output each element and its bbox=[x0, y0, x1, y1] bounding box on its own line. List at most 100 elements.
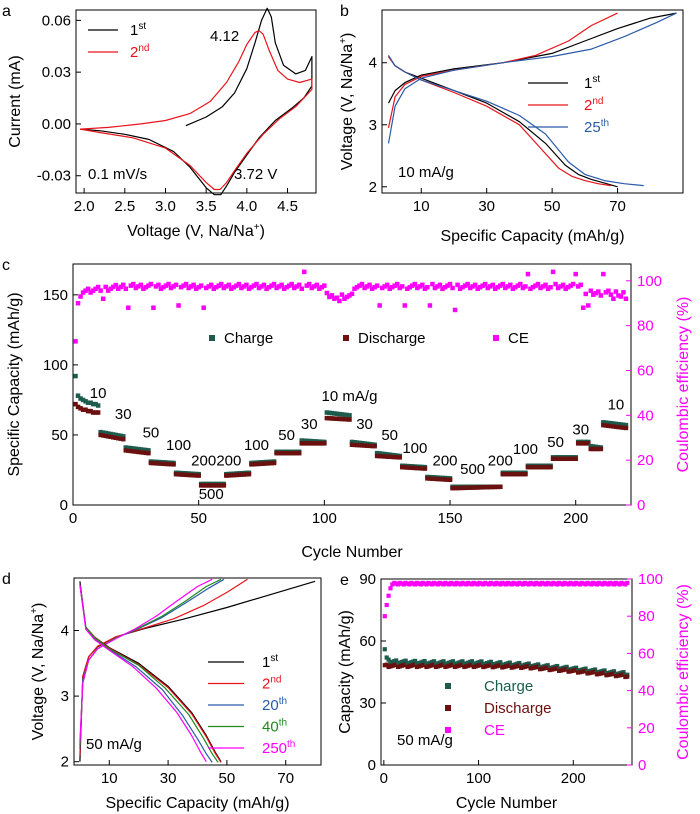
ce-marker bbox=[392, 283, 397, 288]
ce-marker bbox=[201, 305, 206, 310]
ce-marker bbox=[482, 281, 488, 287]
ce-marker bbox=[450, 285, 455, 291]
y-tick-label: 0.03 bbox=[42, 64, 71, 81]
x-tick-label: 50 bbox=[219, 770, 236, 787]
ce-marker bbox=[593, 290, 599, 296]
ce-marker bbox=[538, 285, 543, 291]
right-y-tick-label: 80 bbox=[638, 608, 655, 625]
discharge-marker bbox=[543, 464, 548, 470]
ce-marker bbox=[334, 295, 340, 300]
ce-marker bbox=[487, 284, 493, 289]
series-line bbox=[387, 12, 677, 104]
ce-marker bbox=[251, 283, 257, 288]
ce-marker bbox=[558, 284, 563, 289]
discharge-marker bbox=[176, 472, 181, 477]
discharge-marker bbox=[128, 448, 134, 454]
discharge-marker bbox=[193, 473, 199, 478]
x-axis-label: Specific Capacity (mAh/g) bbox=[440, 228, 624, 245]
ce-marker bbox=[148, 281, 154, 287]
ce-marker bbox=[309, 285, 315, 291]
charge-marker bbox=[75, 393, 81, 398]
x-tick-label: 3.0 bbox=[155, 198, 176, 215]
discharge-marker bbox=[203, 483, 209, 488]
discharge-marker bbox=[276, 450, 282, 456]
discharge-marker bbox=[528, 464, 533, 470]
discharge-marker bbox=[400, 464, 405, 470]
discharge-marker bbox=[344, 417, 350, 422]
discharge-marker bbox=[583, 441, 589, 446]
discharge-marker bbox=[284, 450, 289, 456]
charge-marker bbox=[143, 447, 149, 453]
ce-marker bbox=[274, 285, 279, 291]
ce-marker bbox=[259, 284, 264, 289]
ce-marker bbox=[377, 303, 382, 308]
discharge-marker bbox=[339, 416, 345, 422]
rate-label: 500 bbox=[460, 461, 485, 478]
rate-label: 30 bbox=[572, 422, 589, 439]
ce-marker bbox=[382, 614, 387, 619]
charge-marker bbox=[606, 420, 611, 426]
discharge-marker bbox=[372, 443, 377, 449]
discharge-marker bbox=[586, 441, 591, 446]
ce-marker bbox=[256, 285, 262, 291]
discharge-marker bbox=[384, 662, 389, 667]
x-tick-label: 10 bbox=[101, 770, 118, 787]
ce-marker bbox=[178, 284, 184, 290]
ce-marker bbox=[322, 283, 327, 288]
x-tick-label: 0 bbox=[69, 510, 77, 527]
charge-marker bbox=[78, 396, 83, 401]
discharge-marker bbox=[131, 449, 136, 454]
peak-annotation: 4.12 bbox=[210, 28, 239, 45]
discharge-marker bbox=[198, 483, 204, 488]
right-y-tick-label: 0 bbox=[638, 757, 646, 774]
charge-marker bbox=[469, 659, 475, 664]
ce-marker bbox=[493, 286, 498, 292]
discharge-marker bbox=[73, 401, 78, 407]
rate-label: 30 bbox=[301, 416, 318, 433]
legend-label: Charge bbox=[224, 330, 273, 347]
charge-marker bbox=[616, 421, 621, 427]
discharge-marker bbox=[359, 443, 365, 448]
ce-marker bbox=[452, 307, 458, 313]
rate-label: 500 bbox=[199, 486, 224, 503]
ce-marker bbox=[425, 284, 430, 290]
discharge-marker bbox=[417, 466, 423, 471]
charge-marker bbox=[357, 440, 362, 446]
right-y-tick-label: 20 bbox=[637, 452, 654, 469]
rate-label: 30 bbox=[115, 406, 132, 423]
x-tick-label: 0 bbox=[380, 770, 388, 787]
ce-marker bbox=[548, 284, 553, 290]
ce-marker bbox=[485, 285, 490, 291]
charge-marker bbox=[382, 451, 387, 457]
discharge-marker bbox=[545, 464, 551, 470]
ce-marker bbox=[545, 286, 551, 292]
discharge-marker bbox=[623, 425, 629, 431]
discharge-marker bbox=[168, 461, 174, 467]
ce-marker bbox=[314, 282, 320, 288]
discharge-marker bbox=[291, 450, 297, 456]
ce-marker bbox=[467, 285, 473, 291]
discharge-marker bbox=[136, 449, 141, 455]
ce-marker bbox=[123, 286, 129, 292]
ce-marker bbox=[625, 580, 630, 586]
ce-marker bbox=[586, 303, 591, 308]
discharge-marker bbox=[518, 471, 523, 477]
discharge-marker bbox=[226, 473, 232, 478]
scan-rate-annotation: 0.1 mV/s bbox=[88, 166, 147, 183]
ce-marker bbox=[415, 285, 420, 291]
charge-marker bbox=[591, 444, 596, 449]
right-y-tick-label: 100 bbox=[638, 571, 663, 588]
discharge-marker bbox=[548, 464, 553, 470]
ce-marker bbox=[580, 305, 586, 310]
ce-marker bbox=[304, 283, 310, 288]
discharge-marker bbox=[565, 456, 571, 462]
ce-marker bbox=[405, 286, 410, 292]
discharge-marker bbox=[206, 483, 211, 488]
discharge-marker bbox=[560, 456, 566, 462]
plot-frame bbox=[72, 263, 632, 506]
charge-marker bbox=[498, 660, 503, 665]
plot-frame bbox=[380, 578, 633, 766]
ce-marker bbox=[208, 282, 214, 288]
discharge-marker bbox=[266, 461, 272, 466]
ce-marker bbox=[214, 284, 219, 290]
